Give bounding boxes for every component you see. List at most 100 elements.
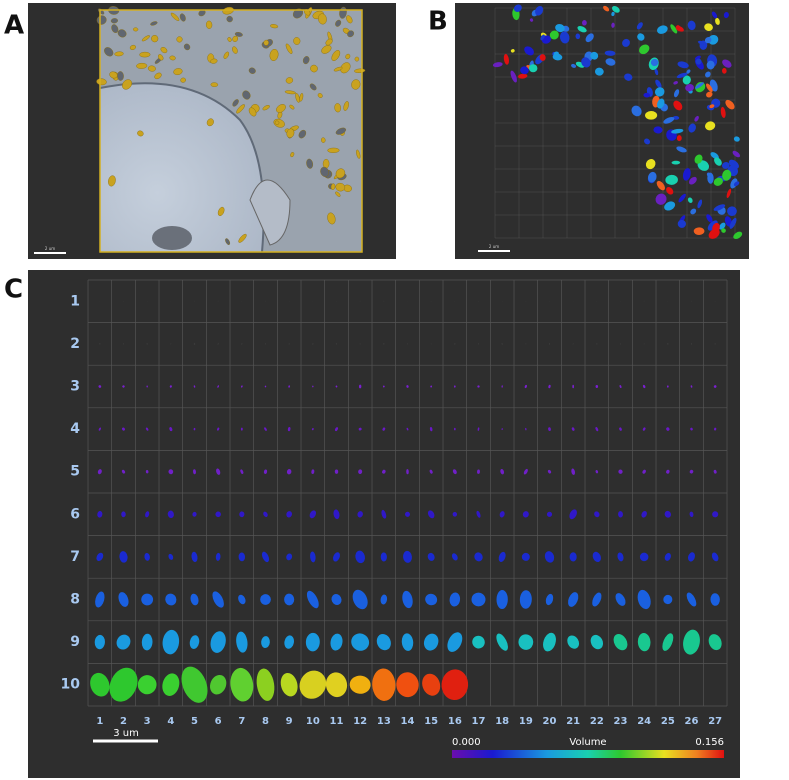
mitochondrion bbox=[111, 24, 119, 33]
mitochondrion bbox=[620, 343, 621, 345]
mitochondrion bbox=[704, 23, 713, 31]
column-label: 18 bbox=[495, 716, 509, 727]
mitochondrion bbox=[706, 60, 715, 70]
mitochondrion bbox=[302, 56, 310, 65]
mitochondrion bbox=[299, 93, 304, 102]
mitochondrion bbox=[232, 99, 239, 107]
mitochondrion bbox=[239, 511, 245, 518]
mitochondrion bbox=[311, 427, 314, 431]
colorbar-title: Volume bbox=[569, 737, 606, 748]
mitochondrion bbox=[136, 62, 148, 69]
mitochondrion bbox=[146, 385, 148, 388]
mitochondrion bbox=[713, 469, 717, 474]
mitochondrion bbox=[240, 469, 244, 474]
mitochondrion bbox=[477, 469, 480, 474]
mitochondrion bbox=[180, 77, 186, 83]
mitochondrion bbox=[713, 385, 717, 388]
mitochondrion bbox=[712, 511, 719, 518]
mitochondrion bbox=[288, 300, 290, 302]
mitochondrion bbox=[147, 65, 156, 72]
mitochondrion bbox=[714, 157, 722, 166]
mitochondrion bbox=[139, 51, 151, 58]
mitochondrion bbox=[317, 93, 323, 98]
mitochondrion bbox=[452, 469, 457, 475]
mitochondrion bbox=[206, 118, 214, 127]
mitochondrion bbox=[714, 427, 717, 431]
mitochondrion bbox=[525, 300, 527, 302]
mitochondrion bbox=[721, 228, 726, 233]
mitochondrion bbox=[358, 427, 362, 431]
mitochondrion bbox=[97, 469, 102, 475]
mitochondrion bbox=[549, 30, 559, 40]
column-label: 22 bbox=[590, 716, 604, 727]
mitochondrion bbox=[682, 75, 691, 85]
mitochondrion bbox=[248, 67, 256, 74]
mitochondrion bbox=[382, 469, 386, 474]
mitochondrion bbox=[666, 427, 670, 431]
mitochondrion bbox=[352, 589, 368, 610]
mitochondrion bbox=[261, 636, 270, 649]
mitochondrion bbox=[521, 552, 530, 561]
mitochondrion bbox=[335, 182, 346, 192]
mitochondrion bbox=[552, 53, 563, 61]
mitochondrion bbox=[122, 427, 125, 431]
mitochondrion bbox=[667, 300, 669, 302]
mitochondrion bbox=[351, 79, 361, 90]
mitochondria-b bbox=[492, 4, 743, 240]
mitochondrion bbox=[706, 214, 713, 223]
mitochondrion bbox=[347, 30, 355, 38]
mitochondrion bbox=[333, 66, 343, 72]
mitochondrion bbox=[604, 50, 616, 56]
mitochondrion bbox=[477, 385, 480, 388]
mitochondrion bbox=[637, 632, 651, 652]
mitochondrion bbox=[706, 172, 714, 180]
mitochondrion bbox=[706, 91, 713, 98]
mitochondrion bbox=[325, 672, 348, 698]
mitochondrion bbox=[356, 149, 361, 159]
mitochondrion bbox=[236, 104, 245, 114]
mitochondrion bbox=[359, 343, 361, 345]
colorbar-max: 0.156 bbox=[695, 737, 724, 748]
mitochondrion bbox=[234, 32, 243, 37]
mitochondrion bbox=[547, 469, 552, 474]
nucleolus bbox=[152, 226, 192, 250]
mitochondrion bbox=[543, 632, 556, 652]
mitochondrion bbox=[605, 58, 616, 66]
mitochondrion bbox=[223, 51, 230, 59]
mitochondrion bbox=[686, 69, 691, 74]
mitochondrion bbox=[451, 553, 458, 561]
mitochondrion bbox=[520, 66, 529, 75]
mitochondrion bbox=[372, 668, 396, 701]
mitochondrion bbox=[582, 20, 587, 26]
mitochondrion bbox=[226, 15, 233, 23]
mitochondrion bbox=[167, 510, 174, 519]
mitochondrion bbox=[695, 82, 704, 89]
mitochondrion bbox=[262, 105, 270, 111]
mitochondrion bbox=[240, 385, 243, 388]
column-label: 5 bbox=[191, 716, 198, 727]
mitochondrion bbox=[713, 204, 726, 211]
mitochondrion bbox=[406, 427, 409, 431]
mitochondrion bbox=[289, 104, 295, 110]
mitochondrion bbox=[423, 633, 439, 651]
mitochondrion bbox=[274, 120, 280, 125]
mitochondrion bbox=[611, 22, 615, 28]
mitochondrion bbox=[645, 158, 656, 170]
mitochondrion bbox=[611, 6, 620, 13]
mitochondrion bbox=[94, 634, 105, 650]
mitochondrion bbox=[678, 193, 686, 203]
mitochondrion bbox=[544, 551, 555, 563]
mitochondrion bbox=[689, 511, 694, 518]
mitochondrion bbox=[619, 384, 622, 389]
mitochondrion bbox=[305, 632, 320, 652]
scale-label: 3 um bbox=[113, 728, 139, 739]
mitochondrion bbox=[654, 68, 659, 76]
mitochondrion bbox=[209, 674, 227, 695]
mitochondrion bbox=[407, 300, 408, 302]
mitochondrion bbox=[581, 57, 591, 68]
mitochondrion bbox=[264, 300, 267, 302]
mitochondrion bbox=[269, 48, 279, 62]
mitochondrion bbox=[567, 635, 580, 649]
mitochondrion bbox=[169, 427, 173, 432]
mitochondrion bbox=[519, 590, 532, 609]
